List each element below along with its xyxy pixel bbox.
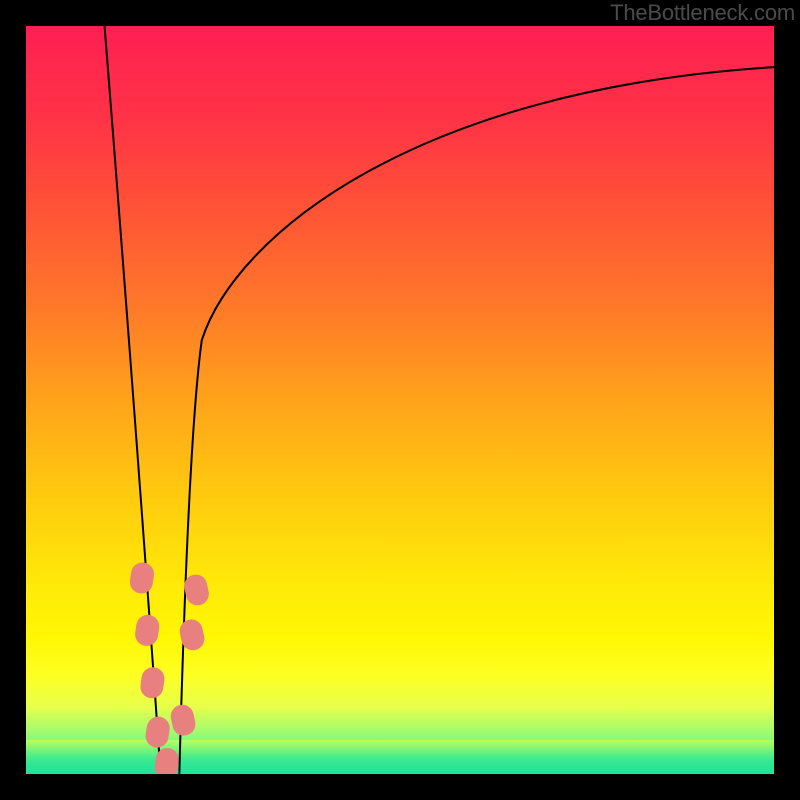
curve-left-branch (105, 26, 161, 774)
marker (153, 747, 180, 774)
marker (128, 561, 155, 595)
marker-group (128, 561, 211, 774)
watermark-text: TheBottleneck.com (610, 0, 795, 26)
marker (139, 666, 166, 700)
marker (134, 613, 161, 647)
marker (178, 617, 207, 652)
plot-area (26, 26, 774, 774)
chart-stage: TheBottleneck.com (0, 0, 800, 800)
curve-right-branch (179, 67, 774, 774)
marker (144, 715, 171, 749)
marker (169, 703, 198, 738)
bottleneck-curve (26, 26, 774, 774)
